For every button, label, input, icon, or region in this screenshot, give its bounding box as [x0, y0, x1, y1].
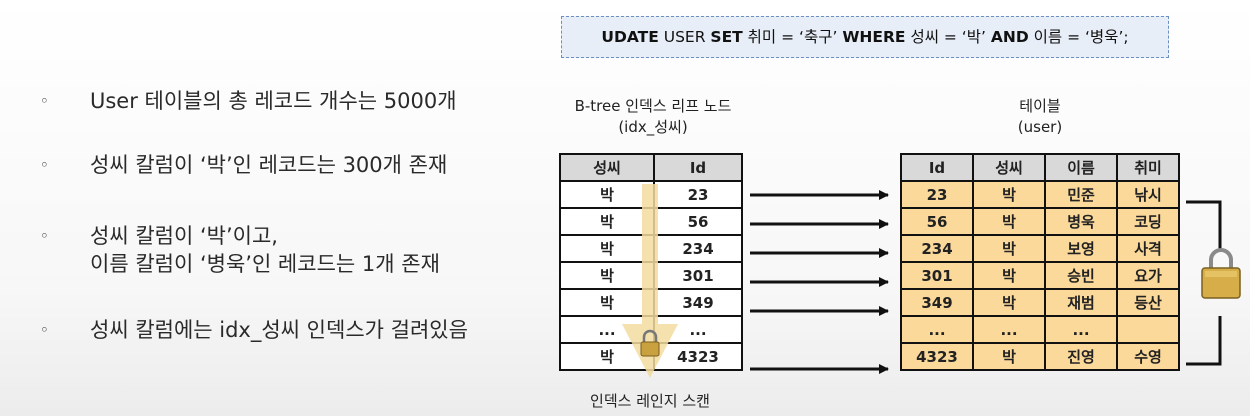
table-cell: 진영: [1044, 342, 1118, 371]
table-row: 4323 박 진영 수영: [900, 342, 1180, 371]
index-subtitle: (idx_성씨): [618, 118, 688, 136]
table-cell: 박: [972, 234, 1046, 263]
range-scan-label: 인덱스 레인지 스캔: [560, 391, 740, 412]
table-cell: 박: [972, 288, 1046, 317]
index-caption: B-tree 인덱스 리프 노드 (idx_성씨): [548, 96, 758, 138]
table-cell: ...: [653, 315, 743, 344]
column-header: 취미: [1116, 153, 1180, 182]
table-cell: 234: [900, 234, 974, 263]
table-cell: 234: [653, 234, 743, 263]
table-cell: 낚시: [1116, 180, 1180, 209]
table-row: 349 박 재범 등산: [900, 288, 1180, 317]
table-cell: 등산: [1116, 288, 1180, 317]
table-cell: 수영: [1116, 342, 1180, 371]
sql-keyword: SET: [710, 28, 743, 46]
table-title: 테이블: [1019, 97, 1061, 115]
table-row: ......: [559, 315, 743, 344]
table-row: 박 23: [559, 180, 743, 209]
table-row: 박 301: [559, 261, 743, 290]
bullet-text: 성씨 칼럼이 ‘박’이고,: [90, 224, 278, 248]
table-cell: 4323: [900, 342, 974, 371]
table-cell: 박: [559, 261, 655, 290]
sql-keyword: AND: [990, 28, 1029, 46]
index-title: B-tree 인덱스 리프 노드: [574, 97, 732, 115]
table-cell: 코딩: [1116, 207, 1180, 236]
bullet-text: 성씨 칼럼에는 idx_성씨 인덱스가 걸려있음: [90, 318, 468, 342]
table-row: 박 56: [559, 207, 743, 236]
table-cell: 재범: [1044, 288, 1118, 317]
column-header: Id: [900, 153, 974, 182]
bullet-text: User 테이블의 총 레코드 개수는 5000개: [90, 89, 457, 113]
table-cell: 박: [972, 207, 1046, 236]
table-cell: ...: [559, 315, 655, 344]
bullet-text: 성씨 칼럼이 ‘박’인 레코드는 300개 존재: [90, 153, 448, 177]
table-cell: 56: [900, 207, 974, 236]
table-cell: 승빈: [1044, 261, 1118, 290]
table-header-row: 성씨 Id: [559, 153, 743, 182]
table-cell: [1116, 315, 1180, 344]
bullet-marker: ◦: [40, 227, 49, 245]
table-header-row: Id 성씨 이름 취미: [900, 153, 1180, 182]
table-cell: 박: [972, 342, 1046, 371]
table-cell: 23: [653, 180, 743, 209]
table-cell: 박: [559, 234, 655, 263]
sql-text: 성씨 = ‘박’: [905, 28, 991, 46]
table-cell: ...: [1044, 315, 1118, 344]
table-cell: 349: [900, 288, 974, 317]
index-leaf-table: 성씨 Id 박 23 박 56 박 234 박 301 박 349 ...... 박 432…: [559, 153, 743, 371]
table-cell: ...: [972, 315, 1046, 344]
table-cell: 박: [972, 180, 1046, 209]
table-cell: 349: [653, 288, 743, 317]
table-row: 박 349: [559, 288, 743, 317]
table-cell: 박: [559, 207, 655, 236]
bullet-text: 이름 칼럼이 ‘병욱’인 레코드는 1개 존재: [90, 252, 440, 276]
sql-keyword: UDATE: [601, 28, 659, 46]
table-cell: 56: [653, 207, 743, 236]
sql-text: 이름 = ‘병욱’;: [1028, 28, 1129, 46]
table-cell: 박: [972, 261, 1046, 290]
bullet-marker: ◦: [40, 321, 49, 339]
table-cell: 박: [559, 180, 655, 209]
table-row: 박 4323: [559, 342, 743, 371]
table-cell: 사격: [1116, 234, 1180, 263]
column-header: 성씨: [559, 153, 655, 182]
range-scan-text: 인덱스 레인지 스캔: [590, 392, 710, 410]
table-row: .........: [900, 315, 1180, 344]
table-cell: 301: [900, 261, 974, 290]
table-row: 301 박 승빈 요가: [900, 261, 1180, 290]
sql-text: 취미 = ‘축구’: [742, 28, 843, 46]
table-row: 56 박 병욱 코딩: [900, 207, 1180, 236]
column-header: 성씨: [972, 153, 1046, 182]
lock-range-bracket: [1186, 316, 1222, 366]
lock-icon: [1201, 248, 1241, 299]
table-cell: 301: [653, 261, 743, 290]
table-cell: 민준: [1044, 180, 1118, 209]
table-row: 234 박 보영 사격: [900, 234, 1180, 263]
sql-query-box: UDATE USER SET 취미 = ‘축구’ WHERE 성씨 = ‘박’ …: [561, 16, 1169, 58]
table-cell: 요가: [1116, 261, 1180, 290]
table-cell: 박: [559, 288, 655, 317]
column-header: 이름: [1044, 153, 1118, 182]
table-row: 23 박 민준 낚시: [900, 180, 1180, 209]
table-row: 박 234: [559, 234, 743, 263]
table-cell: 23: [900, 180, 974, 209]
user-table: Id 성씨 이름 취미 23 박 민준 낚시 56 박 병욱 코딩 234 박 보영 사격 301…: [900, 153, 1180, 371]
sql-keyword: WHERE: [842, 28, 906, 46]
table-cell: 4323: [653, 342, 743, 371]
lock-range-bracket: [1186, 200, 1222, 250]
table-cell: 병욱: [1044, 207, 1118, 236]
table-subtitle: (user): [1017, 118, 1063, 136]
table-cell: ...: [900, 315, 974, 344]
sql-text: USER: [658, 28, 711, 46]
table-cell: 박: [559, 342, 655, 371]
column-header: Id: [653, 153, 743, 182]
bullet-marker: ◦: [40, 92, 49, 110]
table-caption: 테이블 (user): [980, 96, 1100, 138]
table-cell: 보영: [1044, 234, 1118, 263]
bullet-marker: ◦: [40, 156, 49, 174]
